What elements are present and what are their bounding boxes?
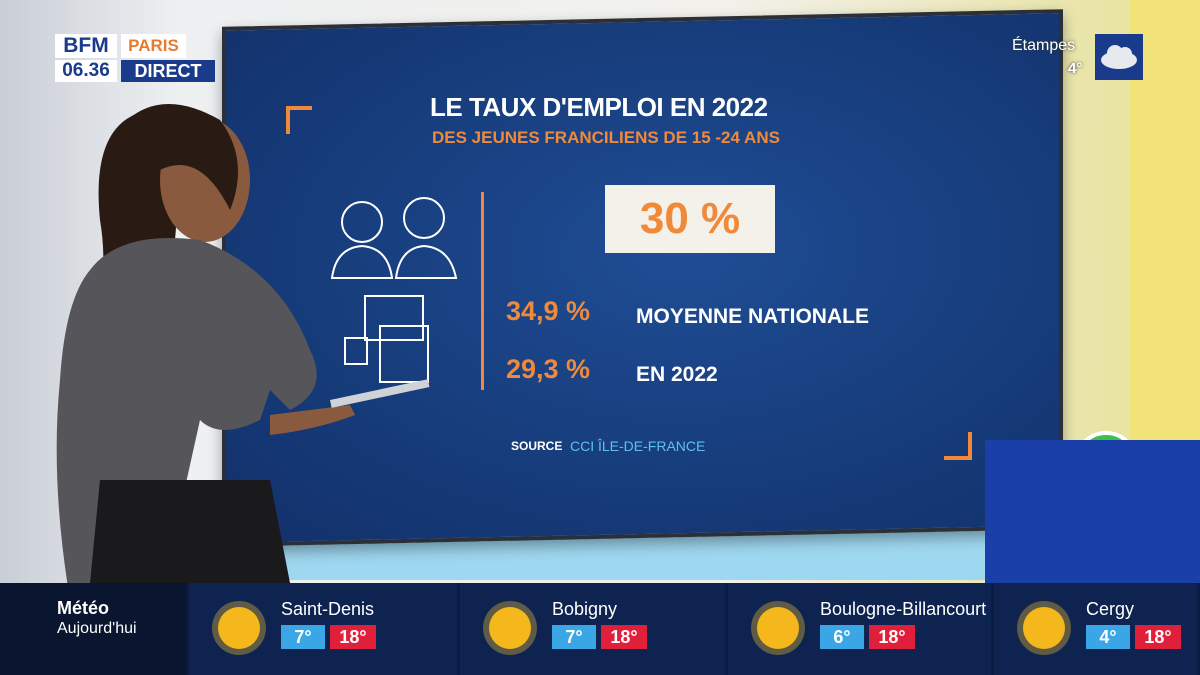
source: CCI ÎLE-DE-FRANCE [570,438,706,454]
weather-subtitle: Aujourd'hui [57,620,137,637]
temp-min: 7° [281,625,325,649]
temp-min: 7° [552,625,596,649]
side-panel [985,440,1200,583]
temp-min: 4° [1086,625,1130,649]
weather-title-cell [0,583,186,675]
logo-brand: BFM [55,34,117,58]
presenter [56,104,430,583]
temp-max: 18° [601,625,647,649]
divider [481,192,484,390]
clock: 06.36 [55,60,117,82]
city-name: Boulogne-Billancourt [820,599,987,619]
cloud [1101,45,1137,69]
weather-temp: 4° [1068,60,1083,77]
row-value: 34,9 % [506,296,591,326]
sun-icon [209,598,269,658]
row-label: MOYENNE NATIONALE [636,305,869,328]
sun-icon [480,598,540,658]
weather-icon [1095,34,1143,80]
sun [1017,601,1071,655]
weather-city: Étampes [1012,37,1076,54]
row-label: EN 2022 [636,363,718,386]
sun [483,601,537,655]
temp-max: 18° [1135,625,1181,649]
city-name: Saint-Denis [281,599,375,619]
screen-title: LE TAUX D'EMPLOI EN 2022 [430,92,768,122]
city-name: Cergy [1086,599,1135,619]
temp-max: 18° [869,625,915,649]
corner-marks [286,106,972,460]
live-badge: DIRECT [121,60,215,82]
city-name: Bobigny [552,599,618,619]
logo-city: PARIS [121,34,186,58]
sun [212,601,266,655]
weather-title: Météo [57,598,110,618]
screen-subtitle: DES JEUNES FRANCILIENS DE 15 -24 ANS [432,128,780,147]
temp-max: 18° [330,625,376,649]
temp-min: 6° [820,625,864,649]
row-value: 29,3 % [506,354,591,384]
sun-icon [748,598,808,658]
source-label: SOURCE [511,439,563,453]
main-value: 30 % [605,185,775,253]
people-icon [330,197,458,383]
decor [56,104,1138,583]
sun-icon [1014,598,1074,658]
sun [751,601,805,655]
